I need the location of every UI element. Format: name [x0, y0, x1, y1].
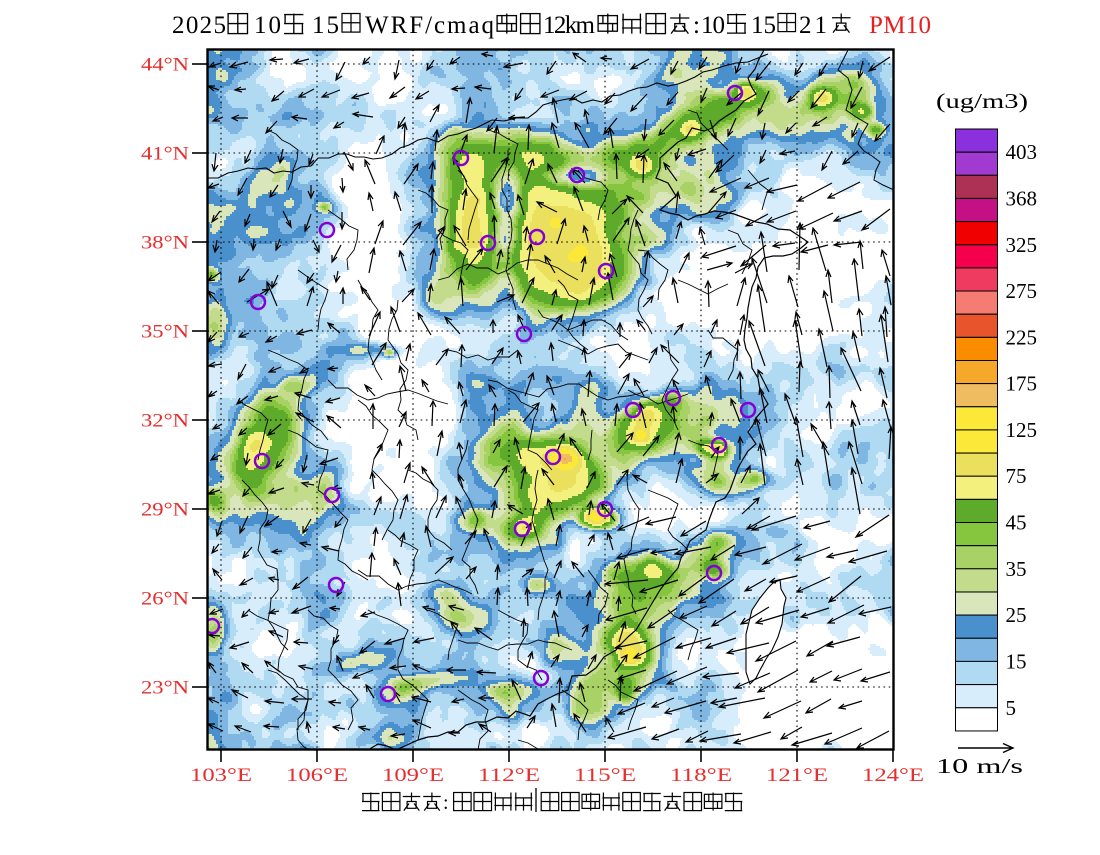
svg-text:41°N: 41°N — [141, 144, 189, 165]
svg-text:45: 45 — [1006, 511, 1027, 535]
svg-text:225: 225 — [1006, 325, 1038, 349]
svg-text:PM10: PM10 — [869, 12, 931, 39]
svg-text:403: 403 — [1006, 140, 1038, 164]
svg-text:115°E: 115°E — [574, 765, 636, 786]
svg-text::: : — [443, 792, 449, 814]
svg-text:124°E: 124°E — [862, 765, 924, 786]
svg-text:26°N: 26°N — [141, 589, 189, 610]
svg-text:35°N: 35°N — [141, 322, 189, 343]
svg-text:WRF/cmaq: WRF/cmaq — [365, 12, 495, 39]
svg-text:15: 15 — [1006, 649, 1027, 673]
svg-text:175: 175 — [1006, 372, 1038, 396]
svg-text:103°E: 103°E — [190, 765, 252, 786]
svg-text:109°E: 109°E — [382, 765, 444, 786]
svg-text:35: 35 — [1006, 557, 1027, 581]
svg-text:368: 368 — [1006, 186, 1038, 210]
svg-text:275: 275 — [1006, 279, 1038, 303]
svg-text:10 m/s: 10 m/s — [936, 754, 1023, 778]
svg-text:15: 15 — [751, 12, 776, 39]
svg-text:118°E: 118°E — [670, 765, 732, 786]
svg-text:121°E: 121°E — [766, 765, 828, 786]
svg-text:125: 125 — [1006, 418, 1038, 442]
svg-text:75: 75 — [1006, 464, 1027, 488]
svg-text:29°N: 29°N — [141, 500, 189, 521]
svg-text:32°N: 32°N — [141, 411, 189, 432]
svg-text:2025: 2025 — [172, 12, 226, 39]
svg-text:25: 25 — [1006, 603, 1027, 627]
svg-text:5: 5 — [1006, 696, 1017, 720]
svg-text:38°N: 38°N — [141, 233, 189, 254]
svg-text:10: 10 — [701, 12, 725, 39]
svg-text:106°E: 106°E — [286, 765, 348, 786]
svg-text::: : — [693, 12, 700, 39]
svg-text:44°N: 44°N — [141, 55, 189, 76]
svg-text:325: 325 — [1006, 233, 1038, 257]
svg-text:23°N: 23°N — [141, 678, 189, 699]
svg-text:12km: 12km — [543, 12, 596, 39]
svg-text:112°E: 112°E — [478, 765, 540, 786]
svg-text:(ug/m3): (ug/m3) — [936, 89, 1028, 113]
